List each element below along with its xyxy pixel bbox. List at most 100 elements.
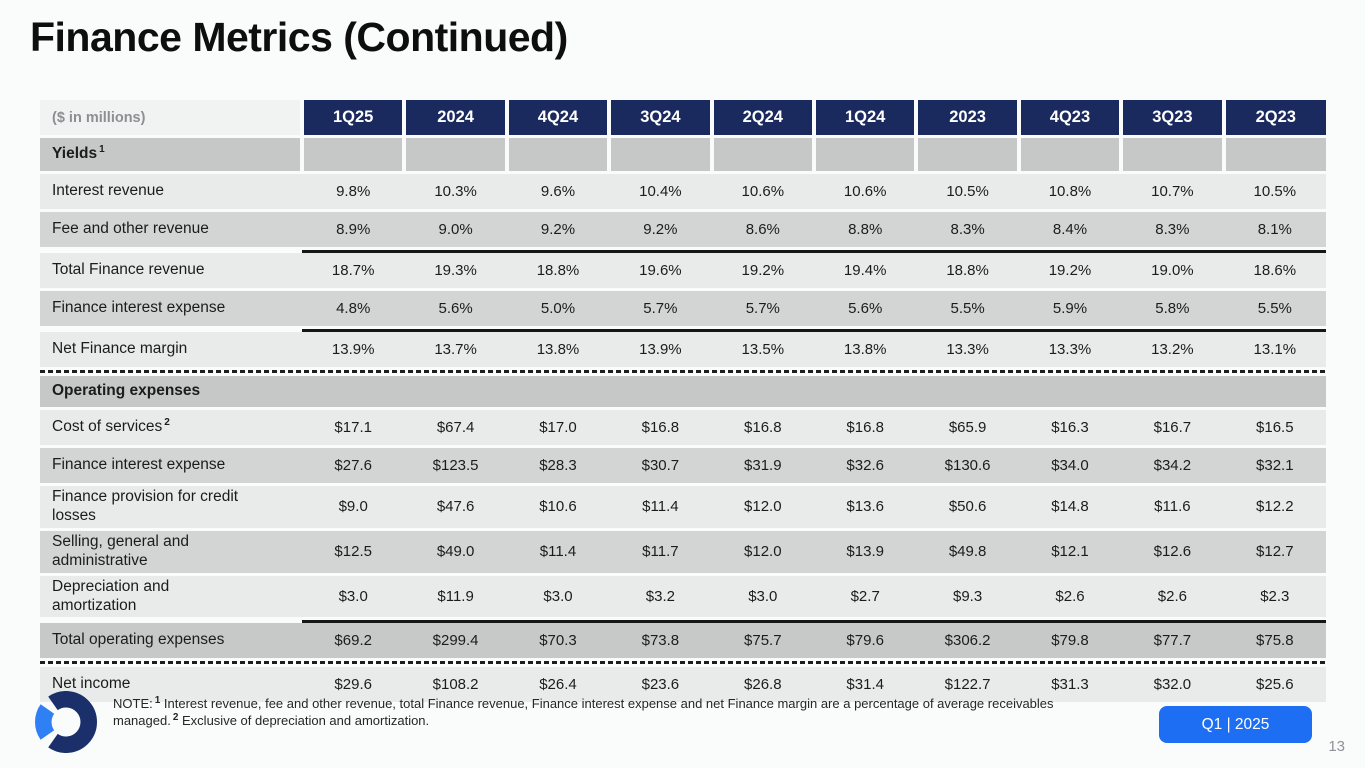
section-empty-cell bbox=[918, 138, 1017, 171]
footnote-sup-2: 2 bbox=[172, 711, 179, 723]
section-empty-cell bbox=[508, 138, 608, 171]
value-cell: $30.7 bbox=[641, 457, 680, 474]
value-cell: $2.6 bbox=[1055, 588, 1085, 606]
row-label-text: Finance interest expense bbox=[52, 456, 226, 474]
section-empty-cell bbox=[814, 376, 916, 407]
value-cell: $25.6 bbox=[1256, 676, 1294, 694]
table-row: Net income $29.6 $108.2 $26.4 $23.6 $26.8 $31.… bbox=[40, 667, 1326, 703]
row-label: Operating expenses bbox=[40, 376, 302, 407]
section-empty-cell bbox=[302, 376, 404, 407]
subtotal-rule bbox=[302, 250, 1326, 253]
value-cell: 8.8% bbox=[848, 221, 883, 238]
value-cell: $70.3 bbox=[539, 632, 577, 650]
section-empty-cell bbox=[1020, 138, 1120, 171]
value-cell: $108.2 bbox=[432, 676, 479, 694]
column-header: 2024 bbox=[406, 100, 505, 135]
value-cell: $79.8 bbox=[1051, 632, 1089, 650]
value-cell: 10.5% bbox=[946, 183, 989, 200]
row-label-text: Total Finance revenue bbox=[52, 261, 205, 279]
column-header: 4Q23 bbox=[1020, 100, 1120, 135]
value-cell: $69.2 bbox=[334, 632, 372, 650]
footnote-text-1: Interest revenue, fee and other revenue,… bbox=[113, 696, 1054, 729]
value-cell: $26.8 bbox=[744, 676, 782, 694]
column-header: 3Q24 bbox=[611, 100, 710, 135]
value-cell: 10.8% bbox=[1048, 183, 1092, 200]
row-label-text: Cost of services bbox=[52, 418, 163, 436]
value-cell: $3.0 bbox=[338, 588, 368, 606]
value-cell: $47.6 bbox=[436, 498, 475, 516]
value-cell: 19.2% bbox=[1048, 262, 1092, 279]
value-cell: $50.6 bbox=[948, 498, 987, 516]
value-cell: 13.3% bbox=[1048, 341, 1092, 358]
value-cell: $16.8 bbox=[641, 419, 680, 436]
value-cell: 5.5% bbox=[950, 300, 985, 317]
value-cell: $31.9 bbox=[744, 457, 782, 474]
value-cell: 13.5% bbox=[741, 341, 785, 358]
value-cell: 4.8% bbox=[336, 300, 371, 317]
value-cell: $75.8 bbox=[1256, 632, 1294, 650]
column-header: 3Q23 bbox=[1123, 100, 1222, 135]
row-label-text: Finance interest expense bbox=[52, 299, 226, 317]
section-empty-cell bbox=[611, 138, 710, 171]
page-title: Finance Metrics (Continued) bbox=[30, 14, 568, 60]
value-cell: 5.8% bbox=[1155, 300, 1190, 317]
value-cell: $123.5 bbox=[432, 457, 479, 474]
value-cell: $2.3 bbox=[1260, 588, 1290, 606]
section-empty-cell bbox=[404, 376, 506, 407]
section-empty-cell bbox=[1224, 376, 1326, 407]
section-header-row: Operating expenses bbox=[40, 376, 1326, 407]
table-row: Depreciation and amortization $3.0 $11.9 $3… bbox=[40, 575, 1326, 618]
value-cell: $26.4 bbox=[539, 676, 577, 694]
table-row: Finance interest expense 4.8% 5.6% 5.0% 5.7%… bbox=[40, 291, 1326, 326]
row-label: Depreciation and amortization bbox=[40, 576, 302, 618]
value-cell: 5.9% bbox=[1052, 300, 1088, 317]
row-label: Finance interest expense bbox=[40, 448, 302, 483]
value-cell: $11.4 bbox=[539, 543, 577, 561]
corner-label: ($ in millions) bbox=[40, 100, 300, 135]
section-empty-cell bbox=[304, 138, 403, 171]
value-cell: $28.3 bbox=[539, 457, 577, 474]
value-cell: 13.1% bbox=[1253, 341, 1297, 358]
value-cell: $17.1 bbox=[334, 419, 372, 436]
row-label: Yields 1 bbox=[40, 138, 300, 171]
value-cell: 9.6% bbox=[540, 183, 576, 200]
value-cell: $306.2 bbox=[944, 632, 991, 650]
value-cell: 5.0% bbox=[540, 300, 576, 317]
value-cell: $65.9 bbox=[948, 419, 987, 436]
value-cell: $31.4 bbox=[846, 676, 884, 694]
row-label-text: Operating expenses bbox=[52, 382, 201, 400]
value-cell: 9.2% bbox=[540, 221, 576, 238]
value-cell: $13.6 bbox=[846, 498, 884, 516]
value-cell: 10.5% bbox=[1253, 183, 1297, 200]
value-cell: $75.7 bbox=[744, 632, 782, 650]
value-cell: $32.1 bbox=[1256, 457, 1294, 474]
row-label-text: Interest revenue bbox=[52, 182, 165, 200]
value-cell: $77.7 bbox=[1153, 632, 1192, 650]
section-empty-cell bbox=[712, 376, 814, 407]
value-cell: 8.6% bbox=[745, 221, 780, 238]
value-cell: 8.3% bbox=[950, 221, 985, 238]
value-cell: 5.7% bbox=[745, 300, 780, 317]
value-cell: $16.3 bbox=[1051, 419, 1089, 436]
value-cell: $10.6 bbox=[539, 498, 577, 516]
row-label-text: Finance provision for credit losses bbox=[52, 488, 239, 524]
table-row: Total operating expenses $69.2 $299.4 $70.3… bbox=[40, 623, 1326, 659]
footer: NOTE: 1 Interest revenue, fee and other r… bbox=[0, 688, 1365, 768]
value-cell: $17.0 bbox=[539, 419, 577, 436]
value-cell: 18.7% bbox=[331, 262, 375, 279]
value-cell: 10.6% bbox=[741, 183, 785, 200]
value-cell: $27.6 bbox=[334, 457, 372, 474]
row-label-text: Total operating expenses bbox=[52, 631, 225, 649]
value-cell: 8.9% bbox=[336, 221, 371, 238]
row-label-text: Net income bbox=[52, 675, 131, 693]
value-cell: $3.2 bbox=[645, 588, 675, 606]
row-label: Selling, general and administrative bbox=[40, 531, 302, 573]
value-cell: $122.7 bbox=[944, 676, 991, 694]
value-cell: $32.0 bbox=[1153, 676, 1192, 694]
value-cell: $130.6 bbox=[944, 457, 991, 474]
table-row: Cost of services 2 $17.1 $67.4 $17.0 $16.8 $16… bbox=[40, 410, 1326, 445]
value-cell: 19.4% bbox=[843, 262, 887, 279]
value-cell: 9.8% bbox=[336, 183, 371, 200]
value-cell: 10.6% bbox=[843, 183, 887, 200]
